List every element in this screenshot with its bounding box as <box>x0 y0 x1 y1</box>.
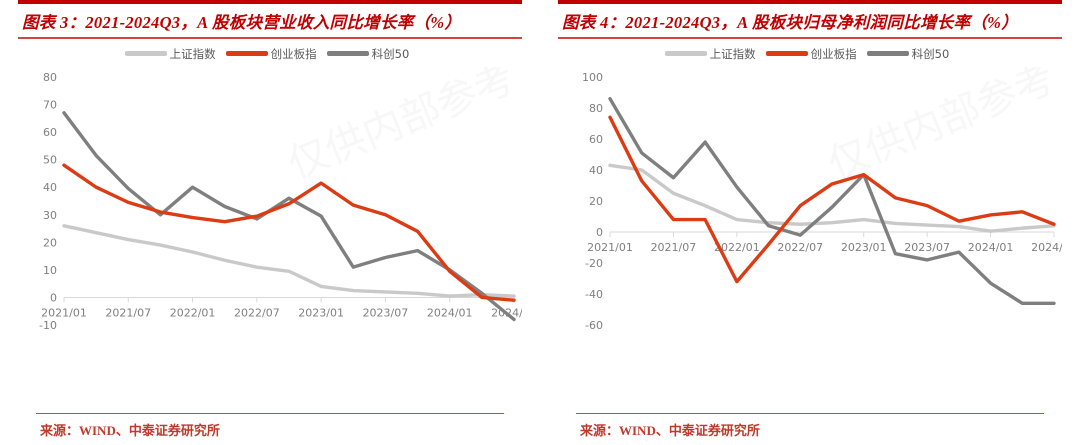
legend-item-sse-2[interactable]: 上证指数 <box>664 46 762 62</box>
svg-text:100: 100 <box>582 71 603 84</box>
legend-item-star50[interactable]: 科创50 <box>326 46 416 62</box>
figure-4-title: 图表 4：2021-2024Q3，A 股板块归母净利润同比增长率（%） <box>562 13 1018 32</box>
svg-text:20: 20 <box>589 195 603 208</box>
legend-label-star50: 科创50 <box>371 46 410 61</box>
legend-swatch-icon-star50 <box>326 51 369 56</box>
legend-swatch-icon-chinext <box>225 51 268 56</box>
figure-3-footer: 来源：WIND、中泰证券研究所 <box>36 412 504 440</box>
legend-label-star50-2: 科创50 <box>911 46 950 61</box>
svg-text:40: 40 <box>43 181 57 194</box>
figure-3-chart: 上证指数 创业板指 科创50 仅供内部参考 -10 0 10 20 30 40 50 60 70 8… <box>18 39 522 361</box>
title-underline-right <box>558 37 1062 39</box>
svg-text:-60: -60 <box>585 319 603 332</box>
panel-figure-4: 图表 4：2021-2024Q3，A 股板块归母净利润同比增长率（%） 上证指数… <box>540 0 1080 445</box>
bottom-rule-left <box>36 412 504 414</box>
svg-text:10: 10 <box>43 263 57 276</box>
legend-item-star50-2[interactable]: 科创50 <box>866 46 956 62</box>
svg-text:2022/07: 2022/07 <box>777 241 823 254</box>
legend-label-chinext: 创业板指 <box>270 46 317 61</box>
legend-swatch-icon-chinext-2 <box>765 51 808 56</box>
svg-text:-40: -40 <box>585 288 603 301</box>
figure-3-legend: 上证指数 创业板指 科创50 <box>18 39 522 69</box>
svg-text:40: 40 <box>589 164 603 177</box>
svg-text:50: 50 <box>43 153 57 166</box>
figure-3-title: 图表 3：2021-2024Q3，A 股板块营业收入同比增长率（%） <box>22 13 462 32</box>
title-underline-left <box>18 37 522 39</box>
svg-text:0: 0 <box>50 291 57 304</box>
svg-text:2024/07: 2024/07 <box>1031 241 1062 254</box>
svg-text:2023/01: 2023/01 <box>298 306 344 319</box>
svg-text:20: 20 <box>43 236 57 249</box>
legend-label-sse-2: 上证指数 <box>709 46 756 61</box>
svg-text:2021/01: 2021/01 <box>41 306 87 319</box>
legend-item-sse[interactable]: 上证指数 <box>124 46 222 62</box>
svg-text:2021/07: 2021/07 <box>651 241 697 254</box>
svg-text:2022/07: 2022/07 <box>234 306 280 319</box>
figure-4-legend: 上证指数 创业板指 科创50 <box>558 39 1062 69</box>
svg-text:70: 70 <box>43 98 57 111</box>
svg-text:2024/01: 2024/01 <box>427 306 473 319</box>
svg-text:0: 0 <box>596 226 603 239</box>
svg-text:60: 60 <box>43 126 57 139</box>
svg-text:80: 80 <box>43 71 57 84</box>
svg-text:2022/01: 2022/01 <box>170 306 216 319</box>
legend-swatch-icon-sse <box>124 51 167 56</box>
svg-text:2021/01: 2021/01 <box>587 241 633 254</box>
svg-text:2023/07: 2023/07 <box>363 306 409 319</box>
figure-4-source: 来源：WIND、中泰证券研究所 <box>580 423 760 438</box>
svg-text:仅供内部参考: 仅供内部参考 <box>282 67 522 188</box>
figure-4-footer: 来源：WIND、中泰证券研究所 <box>576 412 1044 440</box>
figure-3-source: 来源：WIND、中泰证券研究所 <box>40 423 220 438</box>
svg-text:-10: -10 <box>39 319 57 332</box>
svg-text:2024/01: 2024/01 <box>968 241 1014 254</box>
svg-text:80: 80 <box>589 102 603 115</box>
top-rule-left <box>18 0 522 4</box>
panel-figure-3: 图表 3：2021-2024Q3，A 股板块营业收入同比增长率（%） 上证指数 … <box>18 0 522 440</box>
figure-4-plot-area: 仅供内部参考 -60 -40 -20 0 20 40 60 80 100 2021/01 2021/0… <box>558 67 1062 361</box>
svg-text:60: 60 <box>589 133 603 146</box>
svg-text:30: 30 <box>43 208 57 221</box>
figure-4-chart: 上证指数 创业板指 科创50 仅供内部参考 -60 -40 -20 0 20 40 60 80 1… <box>558 39 1062 361</box>
svg-text:2023/01: 2023/01 <box>841 241 887 254</box>
figure-3-plot-area: 仅供内部参考 -10 0 10 20 30 40 50 60 70 80 2021/01 2021/07… <box>18 67 522 361</box>
legend-item-chinext[interactable]: 创业板指 <box>225 46 323 62</box>
legend-label-chinext-2: 创业板指 <box>810 46 857 61</box>
svg-text:2023/07: 2023/07 <box>904 241 950 254</box>
legend-item-chinext-2[interactable]: 创业板指 <box>765 46 863 62</box>
svg-text:2021/07: 2021/07 <box>105 306 151 319</box>
svg-text:仅供内部参考: 仅供内部参考 <box>822 67 1062 188</box>
legend-label-sse: 上证指数 <box>169 46 216 61</box>
top-rule-right <box>558 0 1062 4</box>
bottom-rule-right <box>576 412 1044 414</box>
svg-text:2022/01: 2022/01 <box>714 241 760 254</box>
legend-swatch-icon-star50-2 <box>866 51 909 56</box>
legend-swatch-icon-sse-2 <box>664 51 707 56</box>
svg-text:-20: -20 <box>585 257 603 270</box>
